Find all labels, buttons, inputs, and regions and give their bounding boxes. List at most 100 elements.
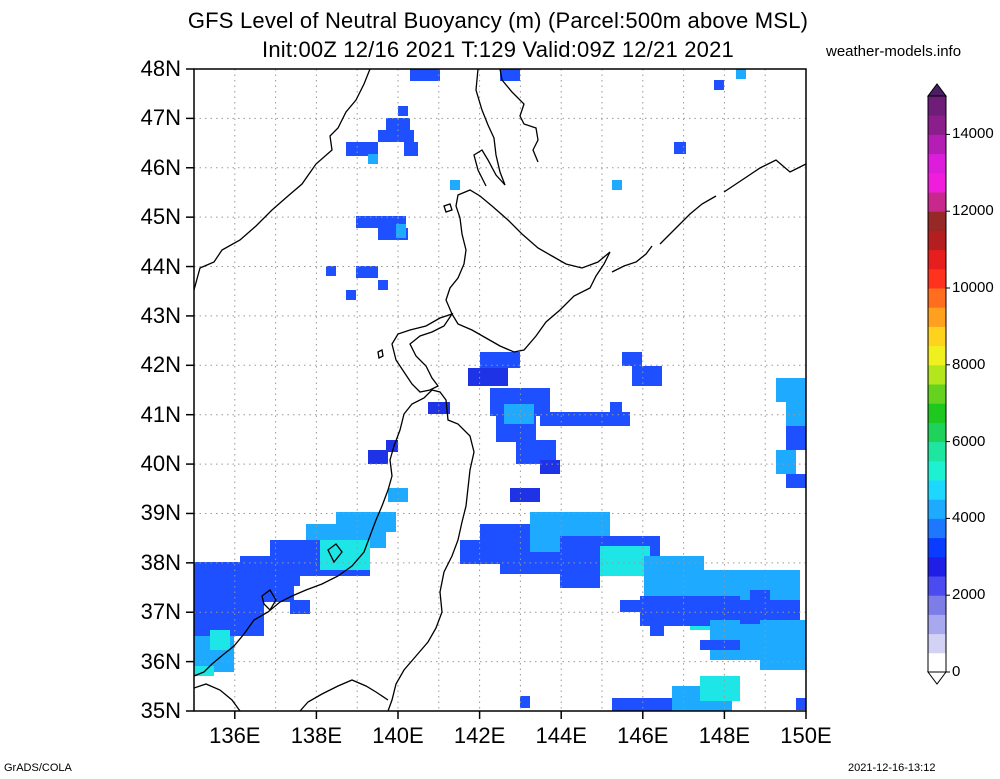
buoyancy-field bbox=[194, 69, 806, 711]
colorbar-label: 8000 bbox=[952, 355, 986, 373]
lat-label: 48N bbox=[140, 56, 181, 81]
buoyancy-cell bbox=[650, 624, 664, 636]
lon-label: 148E bbox=[698, 723, 751, 748]
buoyancy-cell bbox=[612, 698, 672, 711]
colorbar-swatch bbox=[928, 249, 946, 270]
footer-timestamp: 2021-12-16-13:12 bbox=[848, 762, 936, 774]
buoyancy-cell bbox=[398, 106, 408, 116]
buoyancy-cell bbox=[736, 69, 746, 79]
lon-label: 150E bbox=[780, 723, 832, 748]
buoyancy-cell bbox=[404, 142, 418, 156]
buoyancy-cell bbox=[468, 368, 508, 386]
buoyancy-cell bbox=[480, 352, 520, 368]
lat-label: 39N bbox=[140, 500, 181, 526]
buoyancy-cell bbox=[632, 366, 662, 386]
lat-label: 36N bbox=[140, 648, 181, 674]
buoyancy-cell bbox=[610, 402, 622, 414]
buoyancy-cell bbox=[378, 130, 414, 142]
buoyancy-cell bbox=[786, 474, 806, 488]
buoyancy-cell bbox=[194, 562, 294, 602]
buoyancy-cell bbox=[620, 600, 640, 612]
colorbar-top-arrow bbox=[927, 83, 947, 97]
coast-honshu-west bbox=[194, 389, 433, 677]
colorbar-swatch bbox=[928, 441, 946, 462]
buoyancy-cell bbox=[760, 620, 806, 670]
buoyancy-cell bbox=[368, 154, 378, 164]
buoyancy-cell bbox=[194, 666, 214, 676]
coast-hokkaido-southwest bbox=[391, 312, 454, 393]
colorbar-swatch bbox=[928, 633, 946, 654]
colorbar-swatch bbox=[928, 153, 946, 174]
colorbar-swatch bbox=[928, 384, 946, 404]
lat-label: 41N bbox=[140, 401, 181, 427]
lon-label: 142E bbox=[453, 723, 506, 748]
colorbar-swatch bbox=[928, 460, 946, 481]
colorbar-swatch bbox=[928, 268, 946, 289]
buoyancy-cell bbox=[368, 450, 388, 464]
buoyancy-cell bbox=[674, 142, 686, 154]
colorbar-swatch bbox=[928, 134, 946, 155]
buoyancy-cell bbox=[786, 426, 806, 450]
colorbar-swatch bbox=[928, 537, 946, 558]
colorbar-label: 4000 bbox=[952, 509, 986, 527]
colorbar-swatch bbox=[928, 115, 946, 135]
coast-honshu-east bbox=[387, 389, 475, 711]
lon-label: 144E bbox=[535, 723, 587, 748]
lat-label: 42N bbox=[140, 352, 181, 378]
lon-label: 140E bbox=[372, 723, 424, 748]
buoyancy-cell bbox=[612, 180, 622, 190]
colorbar-frame bbox=[927, 95, 947, 673]
site-credit: weather-models.info bbox=[826, 43, 962, 60]
colorbar-swatch bbox=[928, 422, 946, 443]
buoyancy-cell bbox=[346, 290, 356, 300]
colorbar-swatch bbox=[928, 345, 946, 366]
buoyancy-cell bbox=[560, 574, 600, 588]
buoyancy-cell bbox=[700, 640, 740, 650]
coastlines bbox=[194, 69, 806, 711]
buoyancy-cell bbox=[600, 546, 650, 576]
lon-label: 136E bbox=[209, 723, 261, 748]
buoyancy-cell bbox=[700, 676, 740, 701]
coast-sado bbox=[327, 543, 343, 564]
buoyancy-cell bbox=[504, 404, 534, 424]
buoyancy-cell bbox=[540, 460, 560, 474]
coast-honshu-south bbox=[194, 679, 389, 711]
colorbar-label: 12000 bbox=[952, 202, 994, 220]
colorbar-swatch bbox=[928, 172, 946, 193]
map-frame bbox=[193, 68, 807, 712]
lat-label: 38N bbox=[140, 549, 181, 575]
chart-subtitle: Init:00Z 12/16 2021 T:129 Valid:09Z 12/2… bbox=[262, 37, 734, 62]
coast-okushiri bbox=[377, 349, 384, 359]
colorbar bbox=[927, 83, 950, 685]
colorbar-swatch bbox=[928, 230, 946, 251]
buoyancy-cell bbox=[326, 266, 336, 276]
colorbar-label: 0 bbox=[952, 663, 961, 680]
buoyancy-cell bbox=[622, 352, 642, 366]
buoyancy-cell bbox=[510, 488, 540, 502]
coast-hokkaido bbox=[445, 189, 611, 353]
footer-credit: GrADS/COLA bbox=[4, 762, 72, 774]
axis-ticks bbox=[186, 68, 807, 719]
buoyancy-cell bbox=[346, 142, 378, 156]
coast-kurils bbox=[611, 159, 806, 273]
colorbar-label: 10000 bbox=[952, 279, 994, 296]
buoyancy-cell bbox=[714, 80, 724, 90]
colorbar-swatch bbox=[928, 556, 946, 577]
lat-label: 35N bbox=[140, 698, 181, 723]
colorbar-label: 2000 bbox=[952, 586, 986, 604]
chart-title: GFS Level of Neutral Buoyancy (m) (Parce… bbox=[187, 8, 809, 33]
colorbar-swatch bbox=[928, 576, 946, 596]
colorbar-swatch bbox=[928, 192, 946, 212]
colorbar-swatch bbox=[928, 364, 946, 385]
lat-label: 37N bbox=[140, 599, 181, 625]
lat-label: 43N bbox=[140, 302, 181, 328]
colorbar-swatch bbox=[928, 307, 946, 327]
buoyancy-cell bbox=[290, 600, 310, 614]
colorbar-swatch bbox=[928, 518, 946, 539]
colorbar-label: 6000 bbox=[952, 432, 986, 450]
buoyancy-cell bbox=[320, 540, 370, 570]
coast-sakhalin-west bbox=[475, 69, 506, 186]
buoyancy-cell bbox=[210, 630, 230, 650]
coast-sakhalin-east bbox=[499, 69, 539, 163]
